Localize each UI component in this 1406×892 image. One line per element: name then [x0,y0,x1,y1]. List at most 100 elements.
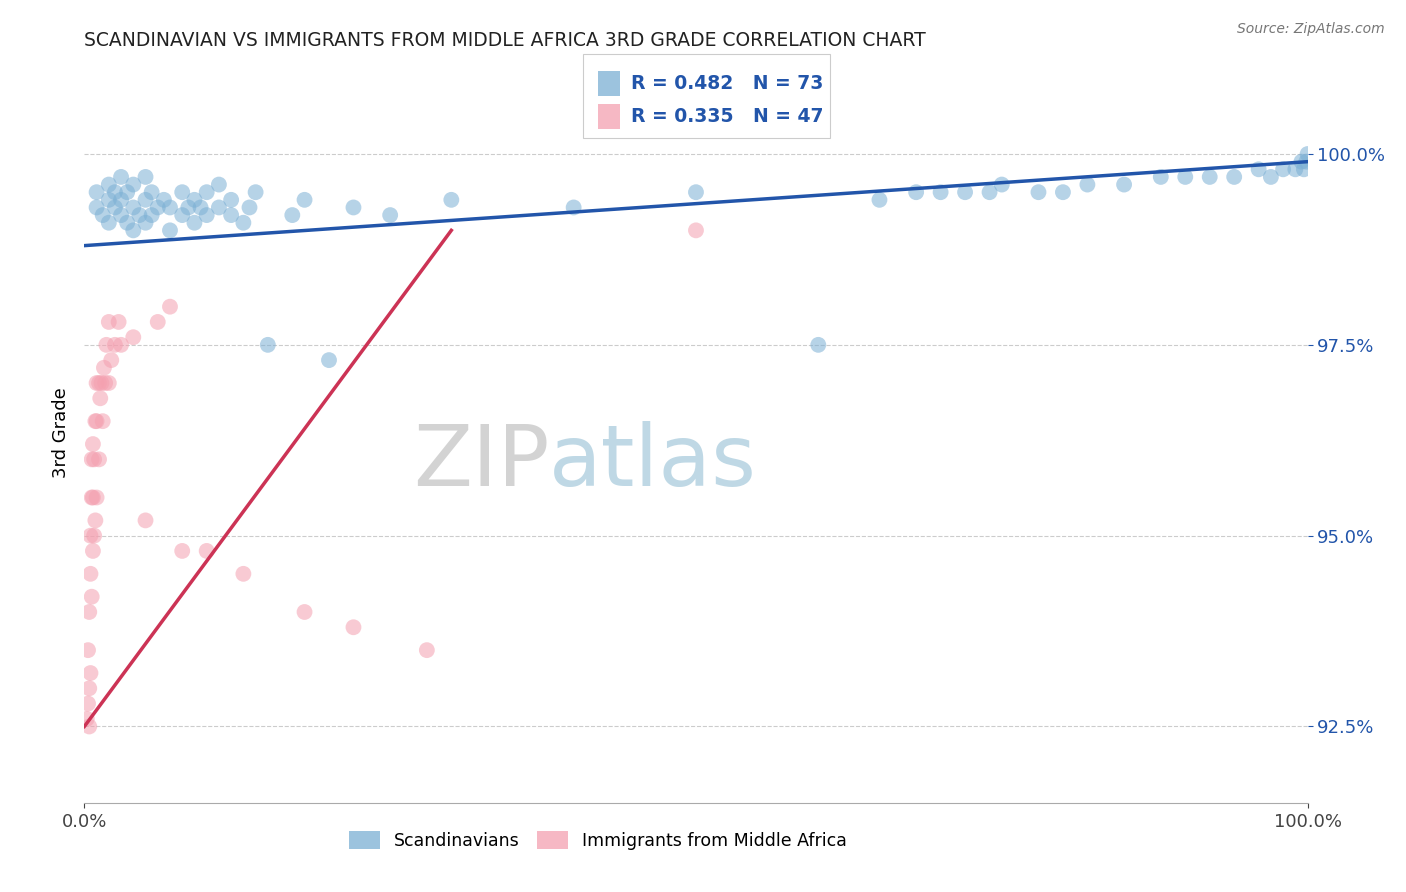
Scandinavians [905,185,928,199]
Scandinavians [153,193,176,207]
Immigrants from Middle Africa [94,376,117,390]
Scandinavians [979,185,1001,199]
Immigrants from Middle Africa [86,491,108,505]
Immigrants from Middle Africa [232,566,254,581]
Scandinavians [195,185,218,199]
Scandinavians [115,216,138,230]
Scandinavians [991,178,1014,192]
Immigrants from Middle Africa [80,590,103,604]
Text: R = 0.335   N = 47: R = 0.335 N = 47 [631,107,824,127]
Scandinavians [135,169,157,184]
Scandinavians [1296,147,1319,161]
Scandinavians [238,201,260,215]
Scandinavians [159,223,181,237]
Scandinavians [1291,154,1313,169]
Immigrants from Middle Africa [82,491,104,505]
Immigrants from Middle Africa [107,315,129,329]
Immigrants from Middle Africa [76,712,98,726]
Text: SCANDINAVIAN VS IMMIGRANTS FROM MIDDLE AFRICA 3RD GRADE CORRELATION CHART: SCANDINAVIAN VS IMMIGRANTS FROM MIDDLE A… [84,31,927,50]
Immigrants from Middle Africa [79,666,101,681]
Scandinavians [245,185,267,199]
Scandinavians [172,208,194,222]
Scandinavians [146,201,169,215]
Immigrants from Middle Africa [97,376,120,390]
Scandinavians [208,178,231,192]
Scandinavians [208,201,231,215]
Scandinavians [1114,178,1136,192]
Immigrants from Middle Africa [416,643,439,657]
Scandinavians [91,208,114,222]
Scandinavians [807,338,830,352]
Scandinavians [1076,178,1098,192]
Scandinavians [232,216,254,230]
Text: ZIP: ZIP [413,421,550,504]
Scandinavians [115,185,138,199]
Immigrants from Middle Africa [77,643,100,657]
Immigrants from Middle Africa [294,605,316,619]
Immigrants from Middle Africa [172,544,194,558]
Scandinavians [219,193,242,207]
Scandinavians [685,185,707,199]
Scandinavians [929,185,952,199]
Scandinavians [183,193,205,207]
Scandinavians [281,208,304,222]
Scandinavians [1295,154,1317,169]
Scandinavians [110,208,132,222]
Immigrants from Middle Africa [84,513,107,527]
Immigrants from Middle Africa [80,452,103,467]
Immigrants from Middle Africa [195,544,218,558]
Scandinavians [869,193,891,207]
Scandinavians [97,193,120,207]
Scandinavians [97,178,120,192]
Scandinavians [86,185,108,199]
Immigrants from Middle Africa [135,513,157,527]
Scandinavians [86,201,108,215]
Immigrants from Middle Africa [87,452,110,467]
Scandinavians [104,201,127,215]
Scandinavians [110,193,132,207]
Scandinavians [190,201,212,215]
Text: atlas: atlas [550,421,758,504]
Immigrants from Middle Africa [80,491,103,505]
Scandinavians [177,201,200,215]
Immigrants from Middle Africa [159,300,181,314]
Immigrants from Middle Africa [79,566,101,581]
Immigrants from Middle Africa [90,376,112,390]
Scandinavians [104,185,127,199]
Immigrants from Middle Africa [146,315,169,329]
Scandinavians [122,201,145,215]
Immigrants from Middle Africa [685,223,707,237]
Scandinavians [1247,162,1270,177]
Immigrants from Middle Africa [110,338,132,352]
Immigrants from Middle Africa [77,605,100,619]
Immigrants from Middle Africa [91,414,114,428]
Scandinavians [159,201,181,215]
Scandinavians [1174,169,1197,184]
Immigrants from Middle Africa [93,360,115,375]
Immigrants from Middle Africa [83,452,105,467]
Scandinavians [122,223,145,237]
Scandinavians [318,353,340,368]
Y-axis label: 3rd Grade: 3rd Grade [52,387,70,478]
Scandinavians [183,216,205,230]
Scandinavians [1150,169,1173,184]
Scandinavians [1028,185,1050,199]
Scandinavians [128,208,150,222]
Scandinavians [380,208,402,222]
Immigrants from Middle Africa [77,719,100,733]
Scandinavians [1260,169,1282,184]
Immigrants from Middle Africa [97,315,120,329]
Scandinavians [1272,162,1295,177]
Immigrants from Middle Africa [84,414,107,428]
Immigrants from Middle Africa [100,353,122,368]
Immigrants from Middle Africa [342,620,364,634]
Scandinavians [1284,162,1306,177]
Scandinavians [141,185,163,199]
Immigrants from Middle Africa [82,437,104,451]
Immigrants from Middle Africa [77,681,100,696]
Scandinavians [953,185,976,199]
Immigrants from Middle Africa [87,376,110,390]
Immigrants from Middle Africa [83,529,105,543]
Text: R = 0.482   N = 73: R = 0.482 N = 73 [631,74,824,94]
Scandinavians [141,208,163,222]
